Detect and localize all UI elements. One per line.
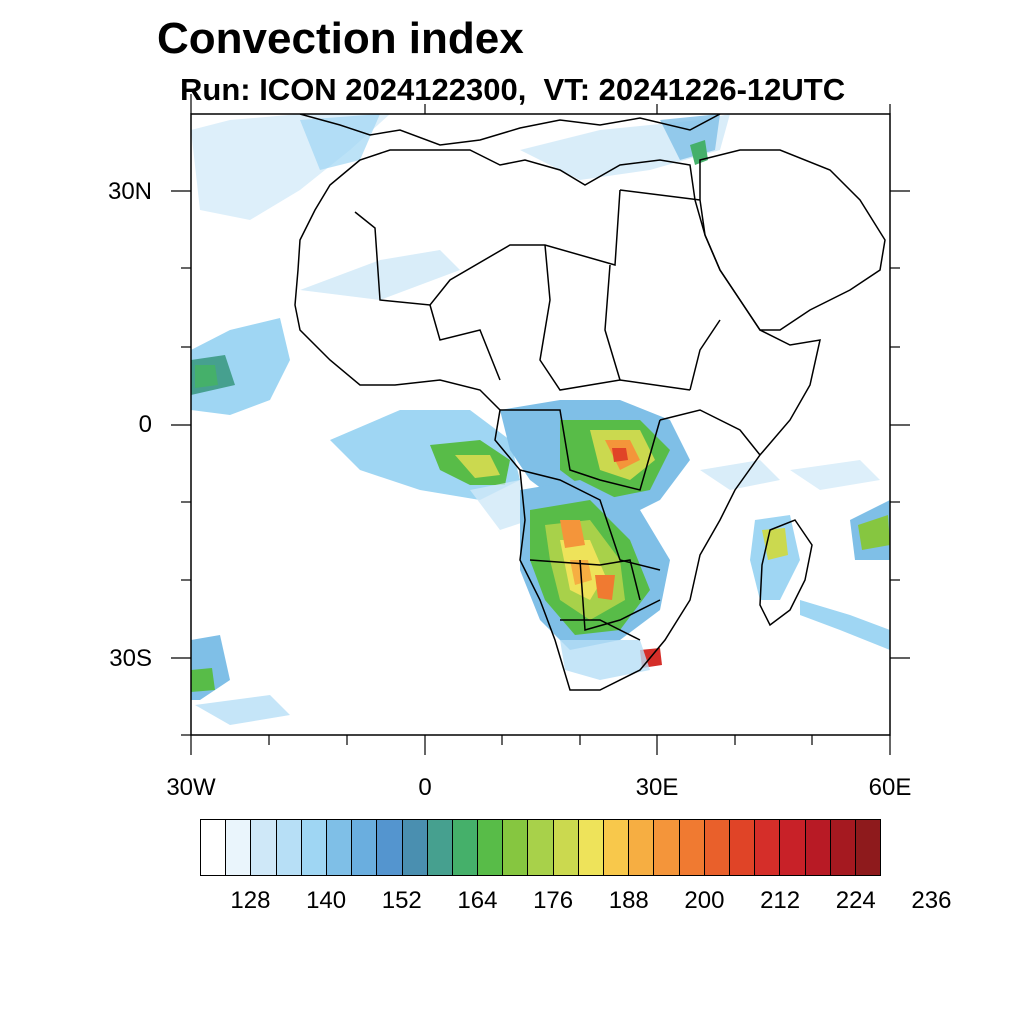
- chart-subtitle: Run: ICON 2024122300, VT: 20241226-12UTC: [180, 72, 846, 107]
- colorbar-cell: [654, 820, 680, 875]
- colorbar-tick-label: 164: [457, 887, 498, 914]
- colorbar-cell: [780, 820, 806, 875]
- colorbar-cell: [276, 820, 302, 875]
- colorbar-tick-label: 212: [760, 887, 801, 914]
- lat-label-30n: 30N: [107, 178, 152, 205]
- map-panel: [171, 94, 910, 755]
- colorbar-cell: [326, 820, 353, 875]
- colorbar-cell: [679, 820, 705, 875]
- colorbar-cell: [503, 820, 529, 875]
- map-svg: [171, 94, 910, 755]
- colorbar-cell: [629, 820, 655, 875]
- colorbar-cell: [553, 820, 579, 875]
- lon-label-30e: 30E: [635, 774, 679, 801]
- colorbar-cell: [427, 820, 453, 875]
- colorbar-cell: [201, 820, 227, 875]
- colorbar-cell: [729, 820, 756, 875]
- convection-field: [191, 114, 890, 725]
- colorbar-cell: [578, 820, 604, 875]
- colorbar-cell: [855, 820, 881, 875]
- colorbar-tick-label: 152: [381, 887, 422, 914]
- colorbar-cell: [301, 820, 327, 875]
- lon-label-0: 0: [418, 774, 432, 801]
- colorbar-cell: [402, 820, 428, 875]
- colorbar-cell: [830, 820, 856, 875]
- colorbar-tick-label: 140: [306, 887, 347, 914]
- colorbar-tick-label: 188: [608, 887, 649, 914]
- lon-label-30w: 30W: [166, 774, 216, 801]
- colorbar-tick-label: 176: [533, 887, 574, 914]
- colorbar-cell: [528, 820, 554, 875]
- colorbar-tick-label: 128: [230, 887, 271, 914]
- colorbar-cell: [251, 820, 277, 875]
- colorbar-cell: [755, 820, 781, 875]
- chart-title: Convection index: [157, 14, 524, 63]
- colorbar-cell: [377, 820, 403, 875]
- colorbar: [200, 819, 881, 876]
- colorbar-cell: [352, 820, 378, 875]
- colorbar-tick-label: 224: [835, 887, 876, 914]
- colorbar-cell: [452, 820, 479, 875]
- colorbar-tick-label: 200: [684, 887, 725, 914]
- colorbar-cell: [704, 820, 730, 875]
- colorbar-cell: [226, 820, 252, 875]
- axis-ticks: [171, 94, 910, 755]
- coastlines: [294, 114, 886, 691]
- lat-label-30s: 30S: [109, 645, 152, 672]
- lat-label-0: 0: [138, 411, 152, 438]
- colorbar-cell: [805, 820, 831, 875]
- colorbar-tick-label: 236: [911, 887, 952, 914]
- lon-label-60e: 60E: [868, 774, 912, 801]
- colorbar-cell: [478, 820, 504, 875]
- colorbar-cell: [604, 820, 630, 875]
